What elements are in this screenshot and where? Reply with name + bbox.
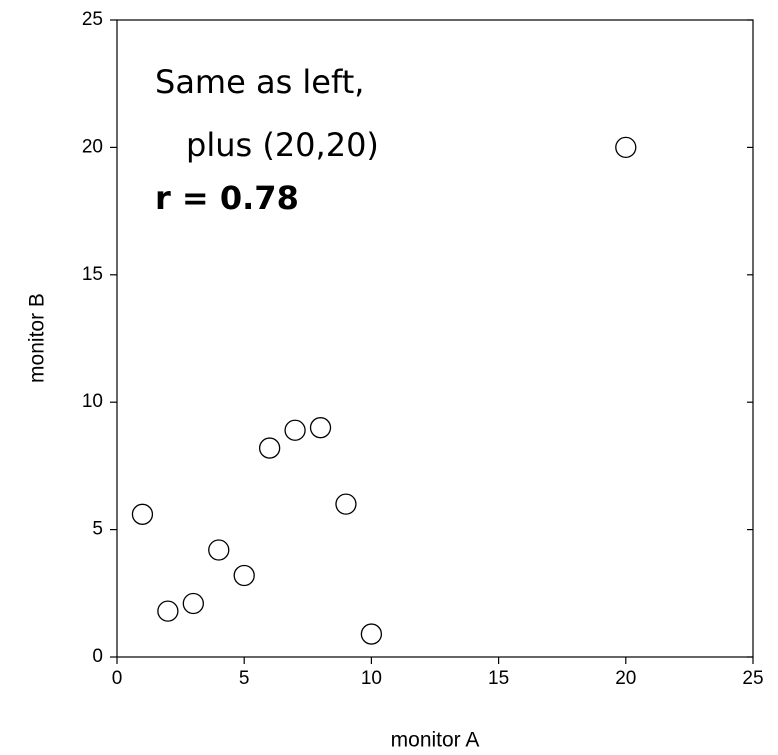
y-tick-label: 5 [92, 519, 103, 540]
point [284, 419, 306, 441]
point [182, 592, 204, 615]
y-tick-label: 25 [82, 9, 103, 30]
x-tick-label: 25 [742, 668, 763, 689]
point [309, 417, 332, 439]
annotation: Same as left, [155, 63, 364, 101]
point [157, 600, 179, 622]
point [208, 539, 230, 561]
y-tick-label: 10 [82, 391, 103, 412]
point [131, 503, 154, 525]
plot-frame [116, 19, 754, 658]
x-tick-label: 0 [112, 668, 123, 689]
y-tick-label: 20 [82, 136, 103, 157]
y-axis-title: monitor B [26, 293, 49, 383]
annotation: r = 0.78 [155, 179, 299, 217]
point [258, 437, 281, 459]
x-tick-label: 5 [239, 668, 250, 689]
y-tick-label: 15 [82, 264, 103, 285]
x-tick-label: 15 [488, 668, 509, 689]
x-tick-label: 20 [615, 668, 636, 689]
x-tick-label: 10 [361, 668, 382, 689]
point [335, 493, 357, 515]
y-tick-label: 0 [92, 646, 103, 667]
point [615, 136, 637, 159]
point [233, 564, 255, 587]
point [360, 623, 383, 645]
x-axis-title: monitor A [391, 729, 480, 752]
annotation: plus (20,20) [186, 126, 379, 164]
